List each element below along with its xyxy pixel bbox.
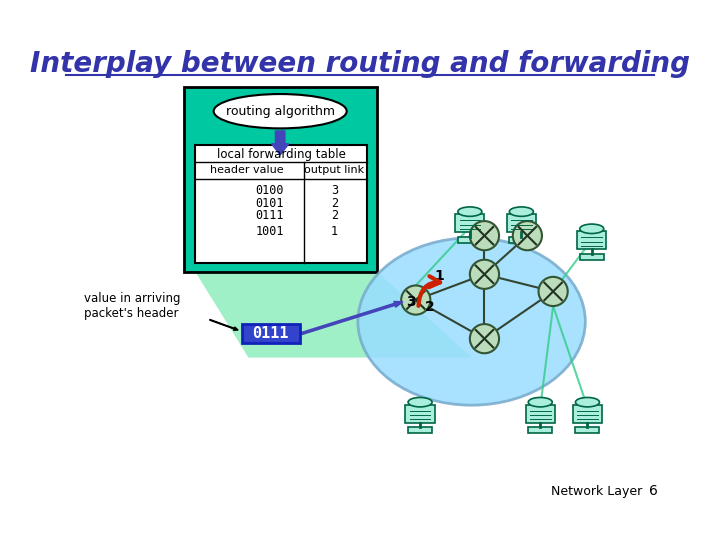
Text: 1001: 1001 <box>256 225 284 238</box>
FancyBboxPatch shape <box>195 145 367 263</box>
Text: 3: 3 <box>330 184 338 197</box>
Text: 2: 2 <box>330 197 338 210</box>
Polygon shape <box>195 272 472 357</box>
Text: Interplay between routing and forwarding: Interplay between routing and forwarding <box>30 50 690 78</box>
Text: output link: output link <box>304 165 364 176</box>
Text: 0111: 0111 <box>256 210 284 222</box>
Text: header value: header value <box>210 165 284 176</box>
FancyBboxPatch shape <box>575 427 600 433</box>
FancyBboxPatch shape <box>580 254 604 260</box>
Circle shape <box>470 221 499 250</box>
FancyArrow shape <box>271 131 289 155</box>
Ellipse shape <box>580 224 604 233</box>
FancyBboxPatch shape <box>507 214 536 232</box>
Ellipse shape <box>575 397 600 407</box>
Text: 1: 1 <box>435 269 444 284</box>
FancyBboxPatch shape <box>577 231 606 249</box>
Text: local forwarding table: local forwarding table <box>217 147 346 160</box>
Text: 2: 2 <box>424 300 434 314</box>
Ellipse shape <box>358 238 585 405</box>
Ellipse shape <box>458 207 482 217</box>
Circle shape <box>539 277 567 306</box>
Ellipse shape <box>408 397 432 407</box>
FancyBboxPatch shape <box>528 427 552 433</box>
Text: 1: 1 <box>330 225 338 238</box>
FancyArrow shape <box>210 320 238 330</box>
Text: 0101: 0101 <box>256 197 284 210</box>
Circle shape <box>470 324 499 353</box>
Circle shape <box>470 260 499 289</box>
FancyBboxPatch shape <box>458 237 482 242</box>
Ellipse shape <box>509 207 534 217</box>
Ellipse shape <box>214 94 347 129</box>
Text: 3: 3 <box>406 295 416 309</box>
Text: 0100: 0100 <box>256 184 284 197</box>
FancyBboxPatch shape <box>509 237 534 242</box>
Text: Network Layer: Network Layer <box>551 485 642 498</box>
FancyBboxPatch shape <box>184 87 377 272</box>
FancyBboxPatch shape <box>455 214 485 232</box>
Text: 0111: 0111 <box>253 326 289 341</box>
Circle shape <box>401 286 431 315</box>
Text: 6: 6 <box>649 484 658 498</box>
FancyBboxPatch shape <box>405 405 435 423</box>
FancyArrowPatch shape <box>418 276 440 306</box>
FancyBboxPatch shape <box>526 405 555 423</box>
FancyBboxPatch shape <box>573 405 602 423</box>
Ellipse shape <box>528 397 552 407</box>
Text: value in arriving
packet's header: value in arriving packet's header <box>84 292 180 320</box>
FancyBboxPatch shape <box>408 427 432 433</box>
Circle shape <box>513 221 542 250</box>
FancyBboxPatch shape <box>241 324 300 343</box>
FancyArrow shape <box>301 301 403 335</box>
Text: routing algorithm: routing algorithm <box>225 105 335 118</box>
Text: 2: 2 <box>330 210 338 222</box>
